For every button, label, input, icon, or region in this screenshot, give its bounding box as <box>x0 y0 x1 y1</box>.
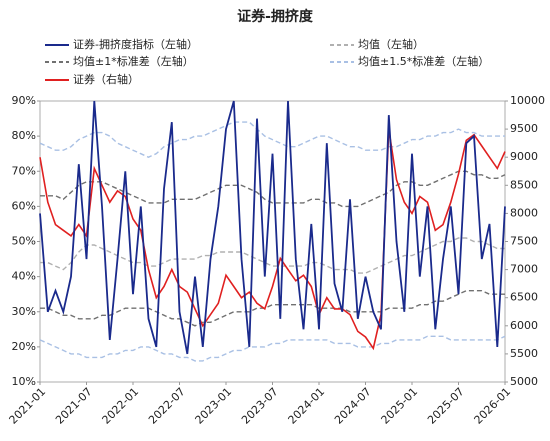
x-tick-label: 2023-07 <box>239 385 281 427</box>
legend-label: 均值±1*标准差（左轴） <box>73 54 194 68</box>
x-tick-label: 2022-07 <box>146 385 188 427</box>
legend-label: 均值（左轴） <box>358 37 424 51</box>
y-tick-label: 20% <box>12 340 36 353</box>
y-tick-label: 30% <box>12 305 36 318</box>
y2-tick-label: 6500 <box>510 291 538 304</box>
y2-tick-label: 10000 <box>510 94 545 107</box>
y-tick-label: 80% <box>12 129 36 142</box>
x-tick-label: 2022-01 <box>100 385 142 427</box>
y-tick-label: 70% <box>12 164 36 177</box>
y-tick-label: 50% <box>12 235 36 248</box>
y-tick-label: 90% <box>12 94 36 107</box>
y-tick-label: 10% <box>12 375 36 388</box>
series-line <box>40 170 506 208</box>
series-line <box>40 290 505 327</box>
legend-label: 证券-拥挤度指标（左轴） <box>73 37 198 51</box>
y2-tick-label: 9000 <box>510 150 538 163</box>
y2-tick-label: 7500 <box>510 235 538 248</box>
x-tick-label: 2025-07 <box>425 385 467 427</box>
x-tick-label: 2025-01 <box>379 385 421 427</box>
y2-tick-label: 6000 <box>510 319 538 332</box>
y2-tick-label: 9500 <box>510 122 538 135</box>
series-line <box>39 121 505 158</box>
series-line <box>39 100 506 355</box>
chart-title: 证券-拥挤度 <box>237 8 314 25</box>
x-tick-label: 2023-01 <box>193 385 235 427</box>
x-tick-label: 2021-07 <box>53 385 95 427</box>
series-line <box>39 335 506 362</box>
y-tick-label: 40% <box>12 270 36 283</box>
series-line <box>39 128 506 351</box>
y2-tick-label: 8500 <box>510 178 538 191</box>
y2-tick-label: 7000 <box>510 263 538 276</box>
x-tick-label: 2024-01 <box>286 385 328 427</box>
y2-tick-label: 8000 <box>510 206 538 219</box>
x-tick-label: 2026-01 <box>472 385 514 427</box>
legend-label: 均值±1.5*标准差（左轴） <box>358 54 489 68</box>
legend-label: 证券（右轴） <box>73 72 139 86</box>
series-line <box>40 237 505 274</box>
y-tick-label: 60% <box>12 199 36 212</box>
y2-tick-label: 5000 <box>510 375 538 388</box>
y2-tick-label: 5500 <box>510 347 538 360</box>
x-tick-label: 2024-07 <box>332 385 374 427</box>
x-tick-label: 2021-01 <box>7 385 49 427</box>
